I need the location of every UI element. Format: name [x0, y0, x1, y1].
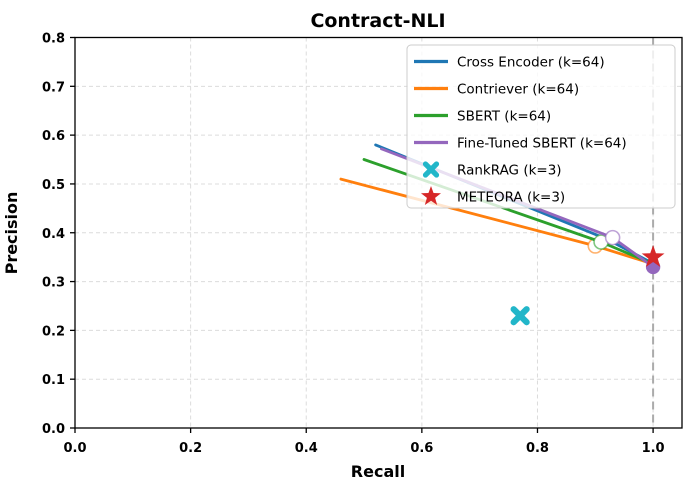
open-marker-fine-tuned-sbert-k-64	[604, 229, 621, 246]
legend-label-cross-encoder-k-64: Cross Encoder (k=64)	[457, 55, 605, 71]
y-tick-label: 0.6	[42, 129, 65, 144]
x-tick-label: 0.8	[526, 441, 549, 456]
x-tick-label: 1.0	[642, 441, 665, 456]
y-tick-label: 0.0	[42, 422, 65, 437]
x-tick-label: 0.4	[295, 441, 318, 456]
scatter-x-rankrag-k-3	[510, 306, 530, 326]
legend-star-marker-meteora-k-3	[421, 186, 441, 205]
scatter-star-meteora-k-3	[641, 245, 665, 267]
legend-label-fine-tuned-sbert-k-64: Fine-Tuned SBERT (k=64)	[457, 136, 627, 152]
legend: Cross Encoder (k=64) Contriever (k=64) SBE…	[406, 44, 676, 209]
x-tick-label: 0.6	[410, 441, 433, 456]
axes-layer	[70, 36, 683, 433]
y-tick-label: 0.2	[42, 324, 65, 339]
legend-box	[406, 44, 676, 209]
chart-title: Contract-NLI	[310, 10, 445, 32]
legend-label-sbert-k-64: SBERT (k=64)	[457, 109, 551, 125]
x-axis-label: Recall	[351, 462, 405, 481]
legend-label-rankrag-k-3: RankRAG (k=3)	[457, 163, 562, 179]
legend-label-meteora-k-3: METEORA (k=3)	[457, 190, 565, 206]
y-tick-label: 0.8	[42, 32, 65, 47]
x-tick-label: 0.2	[179, 441, 202, 456]
legend-x-marker-rankrag-k-3	[422, 161, 440, 178]
y-tick-label: 0.4	[42, 227, 65, 242]
x-tick-label: 0.0	[63, 441, 86, 456]
y-axis-label: Precision	[2, 192, 21, 275]
legend-label-contriever-k-64: Contriever (k=64)	[457, 82, 579, 98]
tick-labels-layer: 0.0 0.2 0.4 0.6 0.8 1.0 0.0 0.1 0.2 0.3 0.4 0.5 0.6 0…	[42, 32, 665, 457]
y-tick-label: 0.3	[42, 276, 65, 291]
y-tick-label: 0.1	[42, 373, 65, 388]
y-tick-label: 0.5	[42, 178, 65, 193]
y-tick-label: 0.7	[42, 80, 65, 95]
